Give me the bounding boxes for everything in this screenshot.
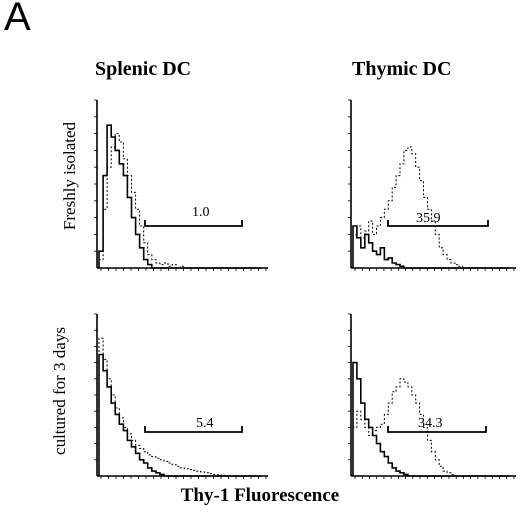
gate-bracket: [387, 220, 489, 227]
column-title-thymic: Thymic DC: [352, 58, 452, 80]
gate-bracket: [144, 426, 243, 433]
series-dotted-line: [98, 133, 262, 269]
series-dotted-line: [98, 337, 262, 477]
series-dotted-line: [352, 146, 510, 269]
gate-percent-label: 5.4: [196, 416, 214, 431]
gate-bracket: [144, 220, 243, 227]
column-title-splenic: Splenic DC: [95, 58, 192, 80]
gate-percent-label: 34.3: [418, 416, 443, 431]
gate-bracket: [387, 426, 487, 433]
gate-percent-label: 1.0: [192, 205, 210, 220]
series-solid-line: [98, 124, 262, 269]
panel-letter: A: [4, 0, 31, 39]
gate-percent-label: 35.9: [416, 211, 441, 226]
x-axis-title: Thy-1 Fluorescence: [180, 485, 340, 506]
series-solid-line: [352, 361, 510, 477]
series-solid-line: [98, 353, 262, 477]
